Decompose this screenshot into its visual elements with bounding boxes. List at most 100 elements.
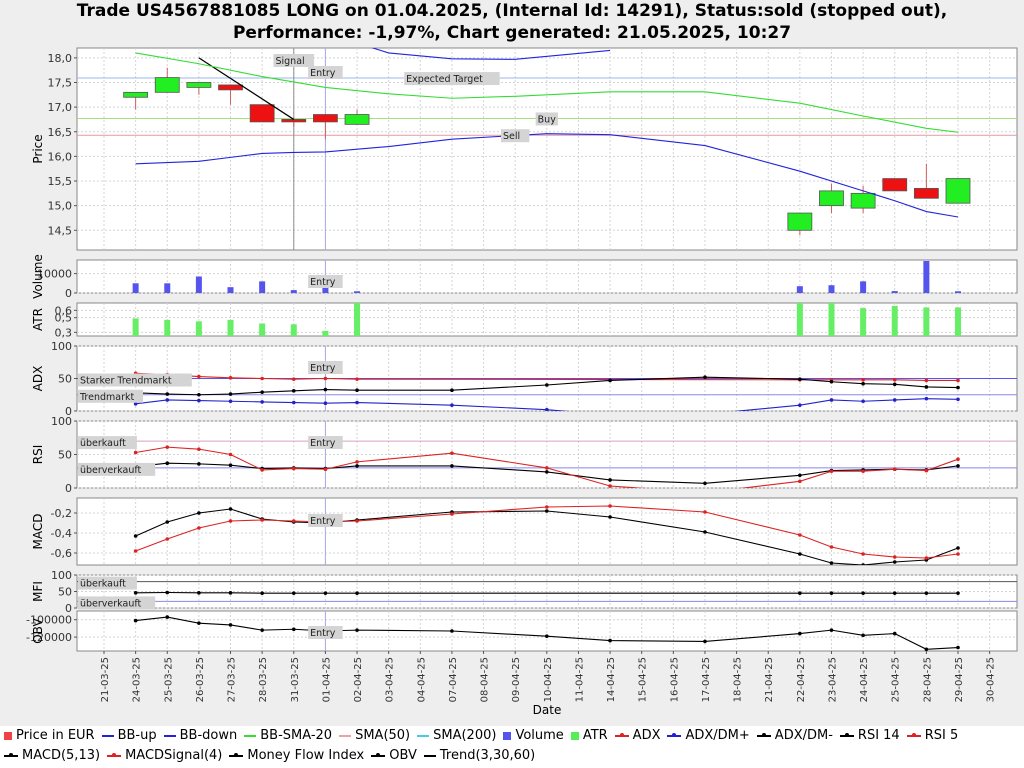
- atr-ylabel: ATR: [31, 308, 45, 331]
- series-point-adx-dm: [291, 389, 296, 393]
- candle-body: [344, 114, 370, 125]
- x-axis: 21-03-25 24-03-25 25-03-25 26-03-25 27-03-25…: [100, 651, 997, 717]
- series-point-obv: [956, 645, 960, 650]
- legend-item-adx-dm: ADX/DM+: [667, 726, 750, 746]
- series-point-adx-dm: [924, 385, 929, 389]
- series-point-money-flow-index: [197, 591, 201, 595]
- obv-ytick-label: -120000: [26, 631, 72, 644]
- series-point-adx: [323, 376, 328, 381]
- series-line-rsi-5: [135, 446, 959, 488]
- entry-marker-label-bg: [308, 626, 343, 639]
- atr-bar: [164, 319, 171, 336]
- candle-body: [913, 188, 939, 199]
- series-point-macdsignal-4: [450, 512, 454, 516]
- volume-bar: [132, 283, 139, 293]
- series-point-macd-5-13: [829, 561, 834, 565]
- adx-ylabel: ADX: [31, 366, 45, 392]
- series-point-adx-dm: [545, 383, 549, 387]
- series-point-macdsignal-4: [197, 526, 201, 530]
- series-point-adx-dm: [197, 398, 201, 403]
- chart-title-line2: Performance: -1,97%, Chart generated: 21…: [232, 23, 792, 43]
- adx-ytick-label: 50: [58, 373, 72, 386]
- series-point-adx: [291, 377, 296, 381]
- series-point-macd-5-13: [165, 520, 170, 524]
- legend-swatch: [756, 733, 771, 737]
- candle-body: [787, 212, 813, 231]
- series-point-rsi-5: [608, 484, 612, 488]
- legend-swatch: [4, 732, 12, 740]
- series-line-adx: [135, 372, 958, 382]
- legend-item-sma-50: SMA(50): [339, 726, 410, 746]
- entry-marker-label: Entry: [310, 363, 336, 374]
- ref-label-trendmarkt-bg: [78, 389, 143, 403]
- price-ylabel: Price: [31, 134, 45, 163]
- volume-bar: [860, 281, 867, 293]
- volume-bar: [322, 287, 329, 293]
- ref-label-sell: Sell: [503, 131, 520, 142]
- legend-item-adx-dm: ADX/DM-: [756, 726, 833, 746]
- legend-label: BB-SMA-20: [260, 728, 333, 743]
- trade-chart: 14,5 15,0 15,5 16,0 16,5 17,0 17,5 18,0 Price Exp…: [26, 47, 1018, 717]
- series-point-rsi-5: [892, 467, 897, 472]
- series-line-bb-down: [135, 133, 959, 218]
- mfi-ytick-label: 100: [51, 569, 72, 582]
- series-point-money-flow-index: [861, 591, 865, 595]
- volume-bar: [891, 291, 898, 293]
- series-point-macd-5-13: [133, 534, 138, 538]
- series-point-rsi-5: [133, 450, 138, 455]
- candle-body: [819, 190, 844, 207]
- series-point-adx-dm: [861, 399, 865, 404]
- series-point-rsi-14: [197, 462, 201, 466]
- macd-ytick-label: -0,4: [51, 527, 72, 540]
- legend-swatch: [417, 735, 430, 737]
- legend-label: MACDSignal(4): [125, 748, 223, 763]
- series-point-obv: [703, 639, 707, 644]
- series-point-obv: [924, 647, 929, 651]
- series-point-obv: [608, 638, 612, 643]
- series-point-macdsignal-4: [291, 519, 296, 523]
- series-point-macdsignal-4: [798, 533, 802, 537]
- xtick-label: 08-04-25: [480, 657, 491, 702]
- obv-ytick-label: -100000: [26, 614, 72, 627]
- mfi-ytick-label: 50: [58, 586, 72, 599]
- atr-panel: 0,30,50,6 ATR: [31, 302, 1018, 339]
- xtick-label: 27-03-25: [227, 657, 238, 702]
- series-point-obv: [829, 628, 834, 632]
- series-point-adx: [197, 374, 201, 379]
- series-point-adx-dm: [165, 392, 170, 396]
- xtick-label: 18-04-25: [733, 657, 744, 702]
- series-point-adx-dm: [133, 402, 138, 406]
- volume-bar: [354, 291, 361, 293]
- series-point-rsi-5: [323, 467, 328, 472]
- legend-swatch: [244, 735, 257, 737]
- xtick-label: 04-04-25: [416, 657, 427, 702]
- atr-bar: [796, 303, 803, 336]
- series-point-rsi-5: [197, 447, 201, 451]
- xtick-label: 23-04-25: [827, 657, 838, 702]
- xtick-label: 09-04-25: [511, 657, 522, 702]
- entry-marker-label: Entry: [310, 628, 336, 639]
- series-point-adx-dm: [355, 388, 359, 393]
- series-point-macd-5-13: [861, 563, 865, 565]
- chart-title: Trade US4567881085 LONG on 01.04.2025, (…: [0, 0, 1024, 46]
- series-point-macdsignal-4: [956, 552, 960, 556]
- atr-bar: [828, 303, 835, 336]
- series-point-adx: [956, 378, 960, 383]
- atr-bar: [322, 330, 329, 336]
- series-point-rsi-5: [165, 445, 170, 449]
- series-point-money-flow-index: [956, 591, 960, 595]
- series-line-rsi-14: [135, 462, 959, 484]
- xtick-label: 02-04-25: [353, 657, 364, 702]
- series-point-rsi-14: [355, 464, 359, 468]
- ref-label-starker-trendmarkt: Starker Trendmarkt: [80, 376, 172, 387]
- series-point-rsi-5: [861, 469, 865, 474]
- legend-swatch: [101, 735, 114, 737]
- candle-body: [945, 178, 971, 204]
- legend-label: RSI 14: [857, 728, 900, 743]
- volume-bar: [259, 281, 266, 293]
- series-point-adx-dm: [798, 403, 802, 407]
- rsi-ylabel: RSI: [31, 445, 45, 465]
- series-point-adx-dm: [450, 403, 454, 407]
- entry-marker-label-bg: [308, 275, 343, 288]
- rsi-panel: 0 50 100 RSI überkauft überverkauft Entry: [31, 415, 1018, 495]
